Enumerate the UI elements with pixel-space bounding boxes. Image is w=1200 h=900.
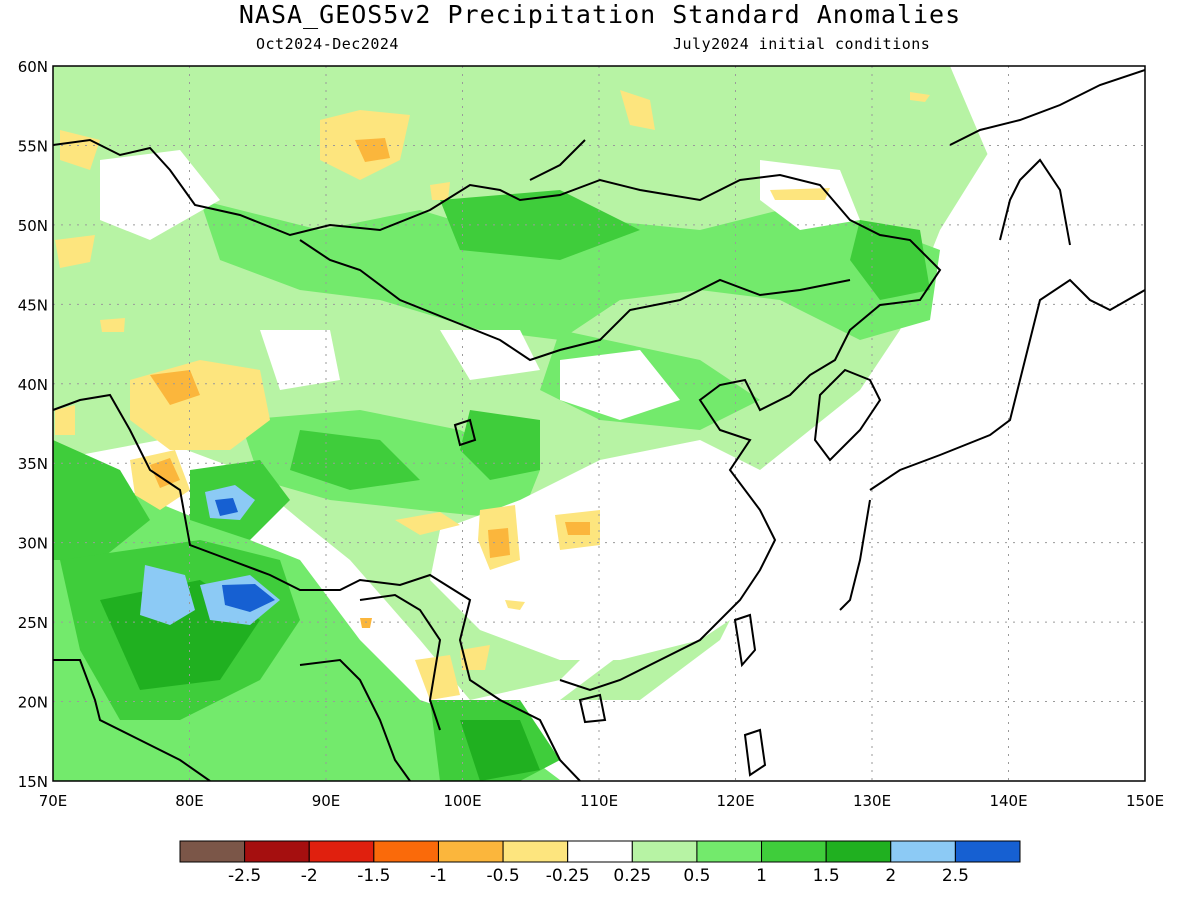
colorbar-swatch: [308, 840, 375, 863]
colorbar-label: 2: [885, 866, 896, 886]
colorbar-swatch: [179, 840, 246, 863]
latitude-tick-label: 15N: [18, 773, 48, 791]
colorbar-swatch: [696, 840, 763, 863]
latitude-axis: 60N 55N 50N 45N 40N 35N 30N 25N 20N 15N: [18, 58, 48, 791]
initial-conditions: July2024 initial conditions: [673, 35, 931, 53]
latitude-tick-label: 20N: [18, 694, 48, 712]
colorbar-swatch: [631, 840, 698, 863]
colorbar-swatch: [825, 840, 892, 863]
latitude-tick-label: 30N: [18, 535, 48, 553]
colorbar-label: 2.5: [942, 866, 969, 886]
colorbar-label: 1: [756, 866, 767, 886]
latitude-tick-label: 25N: [18, 614, 48, 632]
latitude-tick-label: 60N: [18, 58, 48, 76]
latitude-tick-label: 35N: [18, 455, 48, 473]
colorbar-label: -0.25: [546, 866, 590, 886]
colorbar-label: -1: [430, 866, 447, 886]
latitude-tick-label: 50N: [18, 217, 48, 235]
forecast-period: Oct2024-Dec2024: [256, 35, 399, 53]
colorbar-label: -2.5: [228, 866, 261, 886]
longitude-tick-label: 150E: [1126, 792, 1164, 810]
longitude-tick-label: 100E: [443, 792, 481, 810]
colorbar-swatch: [373, 840, 439, 863]
colorbar-swatch: [437, 840, 504, 863]
map-title: NASA_GEOS5v2 Precipitation Standard Anom…: [238, 0, 962, 29]
colorbar-label: -0.5: [486, 866, 519, 886]
colorbar-swatch: [244, 840, 310, 863]
longitude-tick-label: 70E: [39, 792, 68, 810]
colorbar-swatch: [890, 840, 956, 863]
colorbar: [179, 840, 1021, 863]
longitude-tick-label: 130E: [853, 792, 891, 810]
colorbar-label: -1.5: [357, 866, 390, 886]
colorbar-swatch: [761, 840, 827, 863]
colorbar-label: 1.5: [813, 866, 840, 886]
coastlines: [53, 69, 1145, 781]
gridlines: [53, 66, 1145, 781]
colorbar-label: -2: [301, 866, 318, 886]
colorbar-swatch: [954, 840, 1021, 863]
longitude-tick-label: 110E: [580, 792, 618, 810]
anomaly-field: [53, 66, 1145, 781]
plot-frame: [52, 65, 1146, 782]
colorbar-labels: -2.5 -2 -1.5 -1 -0.5 -0.25 0.25 0.5 1 1.5 2 2.5: [228, 866, 969, 886]
longitude-tick-label: 80E: [175, 792, 204, 810]
longitude-tick-label: 120E: [716, 792, 754, 810]
longitude-tick-label: 90E: [312, 792, 341, 810]
colorbar-swatch: [567, 840, 633, 863]
longitude-axis: 70E 80E 90E 100E 110E 120E 130E 140E 150E: [39, 792, 1164, 810]
longitude-tick-label: 140E: [989, 792, 1027, 810]
colorbar-label: 0.5: [683, 866, 710, 886]
colorbar-swatch: [502, 840, 569, 863]
colorbar-label: 0.25: [613, 866, 651, 886]
latitude-tick-label: 45N: [18, 296, 48, 314]
latitude-tick-label: 40N: [18, 376, 48, 394]
latitude-tick-label: 55N: [18, 137, 48, 155]
